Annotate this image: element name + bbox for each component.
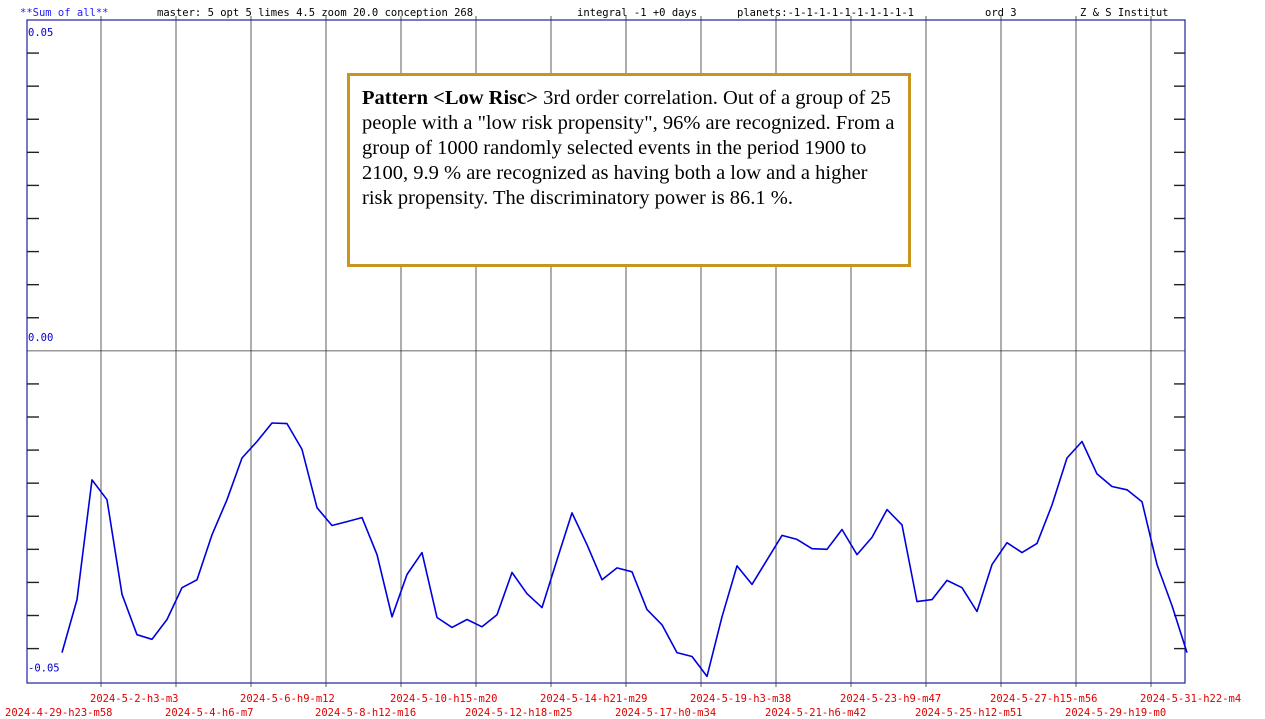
- params: master: 5 opt 5 limes 4.5 zoom 20.0 conc…: [157, 7, 473, 19]
- institute: Z & S Institut: [1080, 7, 1169, 19]
- integral: integral -1 +0 days: [577, 7, 697, 19]
- annotation-text: 3rd order correlation. Out of a group of…: [362, 87, 895, 209]
- chart-title: **Sum of all**: [20, 7, 109, 19]
- x-tick-label: 2024-5-12-h18-m25: [465, 707, 572, 719]
- x-tick-label: 2024-5-29-h19-m0: [1065, 707, 1166, 719]
- x-tick-label: 2024-5-14-h21-m29: [540, 693, 647, 705]
- order: ord 3: [985, 7, 1017, 19]
- x-tick-label: 2024-5-6-h9-m12: [240, 693, 335, 705]
- x-tick-label: 2024-5-2-h3-m3: [90, 693, 179, 705]
- planets: planets:-1-1-1-1-1-1-1-1-1-1: [737, 7, 914, 19]
- x-tick-label: 2024-5-21-h6-m42: [765, 707, 866, 719]
- x-tick-label: 2024-5-8-h12-m16: [315, 707, 416, 719]
- line: [61, 422, 1188, 678]
- y-tick-label: 0.00: [28, 332, 53, 344]
- x-tick-label: 2024-5-31-h22-m4: [1140, 693, 1241, 705]
- y-tick-label: -0.05: [28, 663, 60, 675]
- x-tick-label: 2024-4-29-h23-m58: [5, 707, 112, 719]
- annotation: Pattern <Low Risc> 3rd order correlation…: [347, 73, 911, 267]
- x-tick-label: 2024-5-10-h15-m20: [390, 693, 497, 705]
- x-tick-label: 2024-5-19-h3-m38: [690, 693, 791, 705]
- y-tick-label: 0.05: [28, 27, 53, 39]
- x-tick-label: 2024-5-25-h12-m51: [915, 707, 1022, 719]
- annotation-title: Pattern <Low Risc>: [362, 87, 538, 109]
- x-tick-label: 2024-5-4-h6-m7: [165, 707, 254, 719]
- x-tick-label: 2024-5-27-h15-m56: [990, 693, 1097, 705]
- x-tick-label: 2024-5-23-h9-m47: [840, 693, 941, 705]
- plot-frame: [26, 19, 1186, 684]
- x-tick-label: 2024-5-17-h0-m34: [615, 707, 716, 719]
